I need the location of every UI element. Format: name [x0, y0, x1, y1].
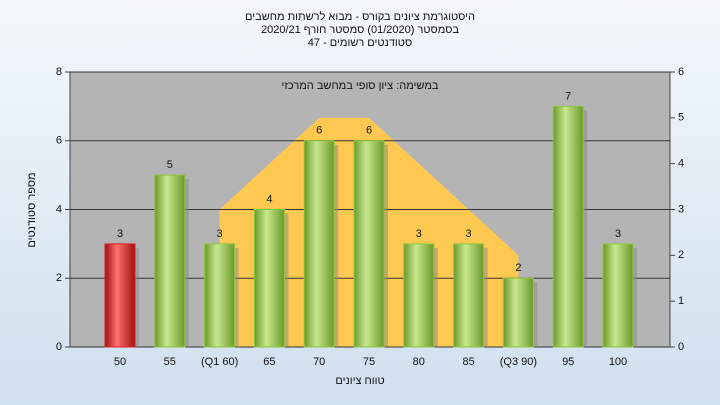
x-tick-label: 70	[313, 356, 325, 368]
y-axis-title: מספר סטודנטים	[26, 172, 38, 247]
bar	[104, 243, 136, 348]
bar	[403, 243, 435, 348]
y-tick-label: 4	[56, 203, 62, 215]
bar	[303, 140, 335, 348]
y2-tick-label: 1	[678, 295, 684, 307]
y2-tick-label: 0	[678, 341, 684, 353]
x-tick-label: 55	[164, 356, 176, 368]
bar	[552, 105, 584, 348]
value-label: 3	[217, 228, 223, 240]
x-tick-label: 85	[462, 356, 474, 368]
bar	[502, 277, 534, 348]
annotation: במשימה: ציון סופי במחשב המרכזי	[282, 80, 439, 92]
y2-tick-label: 2	[678, 249, 684, 261]
bar	[253, 209, 285, 348]
value-label: 4	[266, 193, 272, 205]
value-label: 3	[416, 228, 422, 240]
y-tick-label: 6	[56, 135, 62, 147]
bar	[204, 243, 236, 348]
y2-tick-label: 3	[678, 203, 684, 215]
value-label: 2	[515, 262, 521, 274]
bar	[602, 243, 634, 348]
bar	[353, 140, 385, 348]
y2-tick-label: 4	[678, 158, 684, 170]
y2-tick-label: 5	[678, 112, 684, 124]
bar	[453, 243, 485, 348]
value-label: 6	[316, 125, 322, 137]
chart-subtitle: בסמסטר (01/2020) סמסטר חורף 2020/21	[261, 24, 459, 36]
value-label: 5	[167, 159, 173, 171]
x-tick-label: 50	[114, 356, 126, 368]
value-label: 7	[565, 90, 571, 102]
x-tick-label: (Q1 60)	[201, 356, 238, 368]
x-tick-label: 65	[263, 356, 275, 368]
y-tick-label: 8	[56, 66, 62, 78]
x-tick-label: (Q3 90)	[500, 356, 537, 368]
x-tick-label: 75	[363, 356, 375, 368]
chart-title: היסטוגרמת ציונים בקורס - מבוא לרשתות מחש…	[245, 10, 475, 23]
x-tick-label: 80	[413, 356, 425, 368]
value-label: 6	[366, 125, 372, 137]
x-tick-label: 95	[562, 356, 574, 368]
value-label: 3	[466, 228, 472, 240]
x-tick-label: 100	[609, 356, 627, 368]
x-axis-title: טווח ציונים	[335, 375, 384, 387]
bar	[154, 174, 186, 348]
value-label: 3	[117, 228, 123, 240]
y2-tick-label: 6	[678, 66, 684, 78]
y-tick-label: 2	[56, 272, 62, 284]
y-tick-label: 0	[56, 341, 62, 353]
chart-subtitle: סטודנטים רשומים - 47	[308, 37, 412, 49]
value-label: 3	[615, 228, 621, 240]
